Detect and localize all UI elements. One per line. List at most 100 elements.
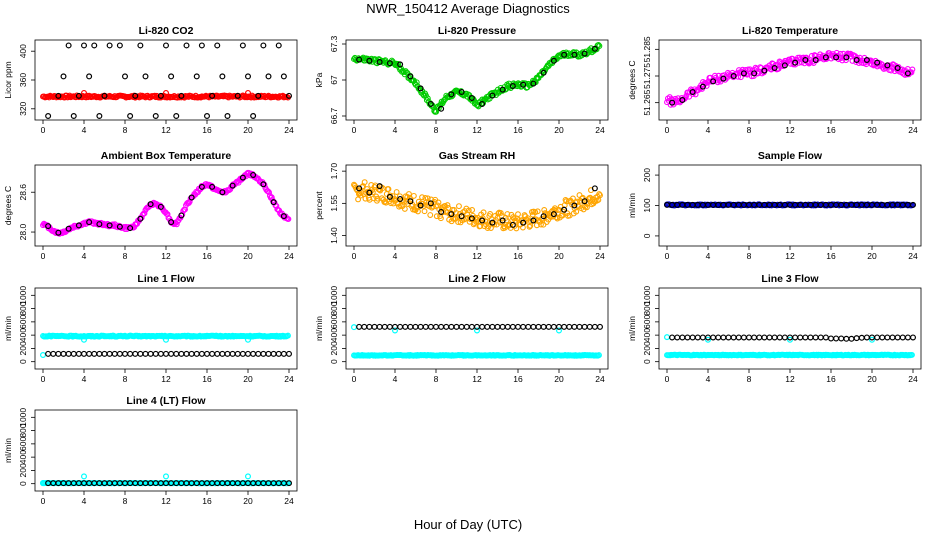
series-black-point — [674, 334, 681, 341]
series-black-point — [863, 334, 870, 341]
series-black-point — [596, 323, 603, 330]
plot-title: Ambient Box Temperature — [101, 150, 232, 162]
series-black-point — [361, 323, 368, 330]
series-orange-point — [573, 208, 580, 215]
series-black-point — [204, 350, 211, 357]
x-tick-label: 4 — [393, 251, 398, 261]
x-tick-label: 8 — [123, 251, 128, 261]
series-black-point — [909, 201, 916, 208]
series-black-point — [270, 350, 277, 357]
series-black-point — [792, 59, 799, 66]
x-tick-label: 12 — [472, 374, 482, 384]
series-black-point — [412, 323, 419, 330]
y-tick-label: 360 — [18, 73, 28, 87]
series-black-point — [280, 213, 287, 220]
series-black-point — [101, 350, 108, 357]
series-black-point — [550, 323, 557, 330]
series-black-point — [75, 222, 82, 229]
series-black-point — [468, 94, 475, 101]
series-black-point — [530, 80, 537, 87]
series-black-point — [904, 70, 911, 77]
series-magenta-point — [775, 65, 782, 72]
series-magenta-point — [737, 74, 744, 81]
y-axis-label: degrees C — [627, 60, 637, 99]
series-magenta-point — [888, 67, 895, 74]
series-black-point — [894, 334, 901, 341]
series-black-point — [204, 112, 211, 119]
series-orange-point — [569, 195, 576, 202]
series-black-point — [458, 88, 465, 95]
series-black-point — [710, 334, 717, 341]
series-black-point — [214, 42, 221, 49]
series-green-point — [413, 79, 420, 86]
series-black-point — [142, 73, 149, 80]
series-orange-point — [475, 218, 482, 225]
series-magenta-point — [268, 194, 275, 201]
series-magenta-point — [757, 64, 764, 71]
series-black-point — [75, 350, 82, 357]
series-black-point — [91, 350, 98, 357]
series-black-point — [884, 334, 891, 341]
series-black-point — [771, 334, 778, 341]
series-orange-point — [419, 194, 426, 201]
y-tick-label: 600 — [642, 315, 652, 329]
x-tick-label: 0 — [41, 251, 46, 261]
series-black-point — [730, 72, 737, 79]
y-tick-label: 0 — [18, 359, 28, 364]
y-tick-label: 200 — [642, 168, 652, 182]
series-black-point — [520, 219, 527, 226]
series-black-point — [509, 82, 516, 89]
series-black-point — [520, 323, 527, 330]
x-tick-label: 20 — [243, 251, 253, 261]
series-black-point — [561, 51, 568, 58]
series-black-point — [751, 70, 758, 77]
series-black-point — [219, 189, 226, 196]
series-black-point — [822, 54, 829, 61]
series-black-point — [771, 64, 778, 71]
series-black-point — [386, 60, 393, 67]
series-black-point — [427, 200, 434, 207]
x-tick-label: 16 — [202, 374, 212, 384]
series-magenta-point — [266, 189, 272, 196]
x-tick-label: 4 — [82, 496, 87, 506]
series-black-point — [586, 323, 593, 330]
series-black-point — [720, 334, 727, 341]
series-black-point — [193, 73, 200, 80]
panel-co2: Li-820 CO2 Licor ppm 0 4 8 12 16 20 24 320 360 400 — [3, 25, 298, 135]
series-black-point — [463, 323, 470, 330]
series-black-point — [802, 56, 809, 63]
y-tick-label: 320 — [18, 101, 28, 115]
y-tick-label: 800 — [18, 423, 28, 437]
series-black-point — [879, 334, 886, 341]
series-black-point — [239, 42, 246, 49]
series-black-point — [874, 334, 881, 341]
series-black-point — [448, 323, 455, 330]
y-tick-label: 1000 — [329, 286, 339, 305]
x-tick-label: 24 — [595, 374, 605, 384]
series-black-point — [198, 42, 205, 49]
series-black-point — [489, 219, 496, 226]
series-cyan-point — [351, 324, 358, 331]
y-tick-label: 800 — [18, 301, 28, 315]
series-black-point — [484, 323, 491, 330]
series-orange-point — [415, 208, 421, 215]
x-tick-label: 12 — [472, 251, 482, 261]
series-cyan-point — [245, 473, 252, 480]
series-orange-point — [574, 198, 580, 205]
y-tick-label: 51.275 — [642, 63, 652, 89]
series-black-point — [730, 334, 737, 341]
series-black-point — [740, 334, 747, 341]
x-tick-label: 0 — [41, 125, 46, 135]
series-black-point — [70, 112, 77, 119]
y-tick-label: 400 — [18, 450, 28, 464]
series-black-point — [438, 105, 445, 112]
series-green-point — [596, 43, 603, 49]
x-tick-label: 12 — [161, 251, 171, 261]
series-black-point — [689, 88, 696, 95]
series-black-point — [366, 323, 373, 330]
series-black-point — [874, 59, 881, 66]
series-magenta-point — [668, 95, 675, 102]
series-black-point — [776, 334, 783, 341]
series-black-point — [193, 350, 200, 357]
